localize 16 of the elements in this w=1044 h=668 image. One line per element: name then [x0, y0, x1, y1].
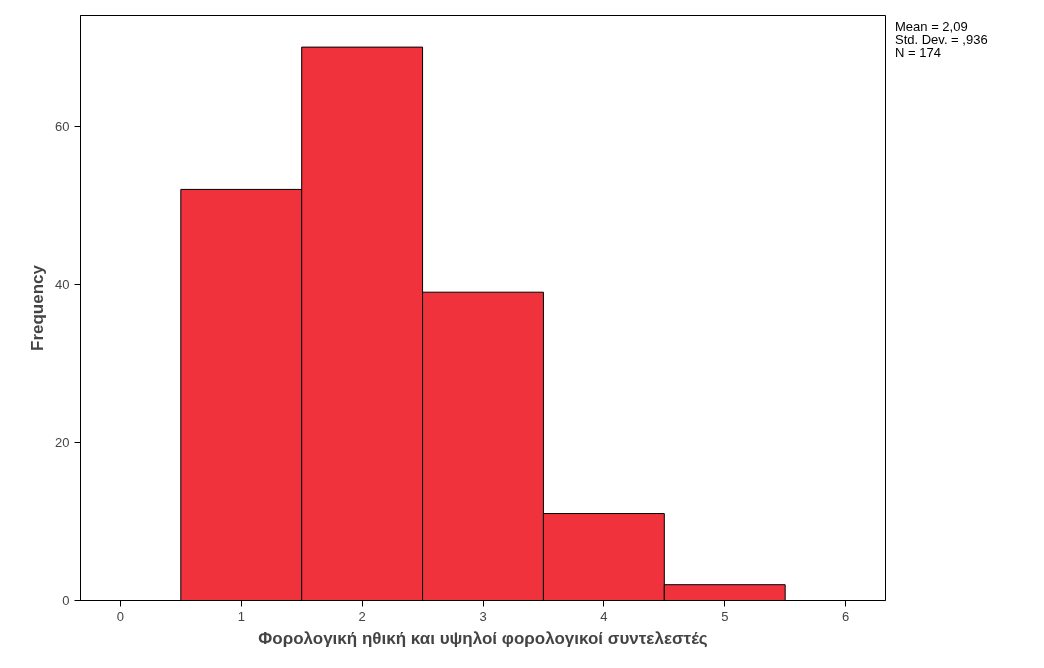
- text: Mean = 2,09: [895, 19, 968, 34]
- y-axis-title: Frequency: [28, 264, 48, 351]
- x-tick-label: 4: [600, 608, 608, 624]
- x-tick-label: 5: [721, 608, 729, 624]
- x-tick-label: 3: [479, 608, 487, 624]
- x-tick-label: 6: [842, 608, 850, 624]
- x-tick-label: 0: [116, 608, 125, 624]
- x-axis-title: Φορολογική ηθική και υψηλοί φορολογικοί συντελεστές: [258, 628, 708, 648]
- x-tick-label: 2: [358, 608, 366, 624]
- y-tick-label: 40: [55, 276, 70, 292]
- y-tick-label: 20: [55, 434, 70, 450]
- y-tick-label: 0: [62, 593, 70, 608]
- x-tick-label: 1: [237, 608, 245, 624]
- y-tick-label: 60: [55, 118, 70, 134]
- text: Std. Dev. = ,936: [895, 32, 988, 47]
- text: N = 174: [895, 45, 941, 60]
